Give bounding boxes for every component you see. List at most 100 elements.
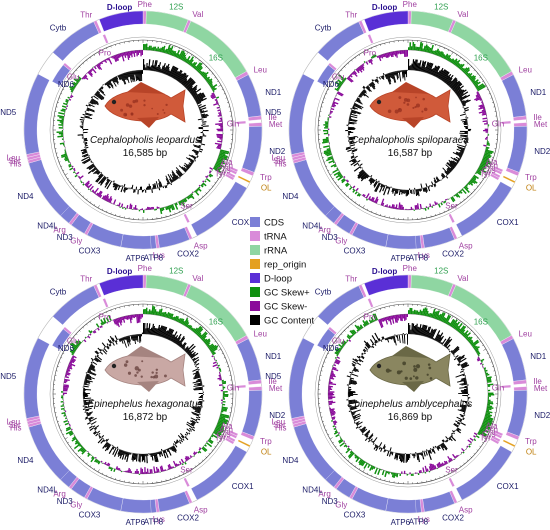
gc-content-bar [192, 92, 197, 97]
feature-label: Glu [332, 73, 344, 82]
gc-skew-negative-bar [149, 469, 152, 474]
gc-skew-positive-bar [222, 388, 224, 390]
gc-skew-positive-bar [468, 181, 474, 186]
gc-content-bar [431, 328, 437, 340]
gc-content-bar [85, 112, 93, 116]
gc-skew-positive-bar [60, 400, 64, 403]
gc-skew-positive-bar [193, 455, 195, 457]
gc-skew-negative-bar [160, 465, 164, 472]
gc-skew-negative-bar [434, 201, 437, 206]
position-tick [371, 474, 373, 477]
gc-skew-positive-bar [186, 59, 190, 64]
position-tick [443, 47, 445, 50]
gc-skew-negative-bar [364, 196, 366, 198]
feature-label: Leu [254, 66, 267, 75]
position-tick [178, 210, 180, 213]
gc-content-bar [158, 451, 161, 457]
gc-skew-positive-bar [176, 53, 180, 59]
gc-content-bar [138, 334, 141, 344]
gc-content-bar [164, 185, 167, 189]
gc-skew-negative-bar [346, 77, 353, 83]
feature-label: Val [192, 10, 203, 19]
gc-content-bar [356, 421, 363, 426]
gc-skew-negative-bar [212, 364, 218, 368]
position-tick [473, 333, 476, 335]
gc-content-bar [81, 123, 84, 125]
gc-content-bar [445, 439, 448, 443]
gc-skew-negative-bar [92, 330, 96, 334]
gc-skew-positive-bar [145, 307, 148, 315]
gc-skew-positive-bar [210, 347, 218, 353]
gc-content-bar [101, 342, 107, 348]
gc-content-bar [186, 434, 189, 436]
gc-content-bar [362, 89, 367, 94]
gc-skew-negative-bar [415, 204, 418, 210]
gc-content-bar [92, 96, 94, 98]
gc-content-bar [197, 368, 200, 371]
inner-ring-edge [49, 36, 237, 224]
gc-skew-positive-bar [487, 398, 490, 400]
gc-skew-positive-bar [58, 124, 64, 126]
position-tick [218, 437, 222, 440]
gc-skew-negative-bar [134, 204, 137, 210]
gc-skew-positive-bar [487, 385, 491, 388]
gc-content-bar [350, 147, 356, 150]
position-tick [202, 62, 204, 65]
gc-content-bar [91, 167, 98, 173]
gc-skew-negative-bar [217, 144, 222, 147]
gc-skew-positive-bar [464, 68, 471, 75]
gc-content-bar [167, 70, 171, 76]
gc-content-bar [458, 359, 462, 363]
gc-content-bar [94, 93, 103, 101]
gc-content-bar [143, 189, 145, 192]
feature-label: ND3 [322, 233, 339, 242]
gc-skew-negative-bar [399, 204, 402, 210]
gc-content-bar [154, 183, 157, 189]
gc-skew-positive-bar [476, 84, 485, 90]
gc-content-bar [459, 95, 467, 100]
feature-label: ND4 [282, 456, 299, 465]
gc-skew-positive-bar [326, 157, 334, 162]
gc-skew-negative-bar [189, 455, 193, 458]
gc-content-bar [456, 416, 463, 421]
gc-skew-positive-bar [432, 50, 436, 55]
gc-skew-negative-bar [145, 471, 148, 474]
gc-content-bar [424, 329, 428, 337]
gc-skew-positive-bar [209, 344, 217, 351]
feature-label: Met [534, 384, 548, 393]
gc-skew-positive-bar [171, 50, 175, 56]
gc-content-bar [93, 169, 99, 175]
gc-skew-positive-bar [487, 141, 489, 143]
gc-content-bar [349, 406, 357, 410]
gc-skew-negative-bar [328, 128, 330, 130]
gc-content-bar [438, 69, 446, 80]
gc-content-bar [129, 71, 133, 80]
gc-skew-negative-bar [211, 96, 217, 100]
gc-skew-positive-bar [354, 324, 360, 331]
gc-skew-negative-bar [219, 117, 223, 120]
gc-skew-positive-bar [75, 439, 79, 443]
gc-content-bar [378, 77, 381, 80]
gc-skew-positive-bar [485, 372, 489, 375]
gc-skew-positive-bar [486, 409, 490, 412]
gc-skew-positive-bar [471, 79, 476, 83]
gc-content-bar [159, 181, 163, 188]
feature-label: Lys [418, 251, 430, 260]
gc-content-bar [80, 126, 84, 128]
position-tick [439, 212, 441, 215]
position-tick [451, 315, 454, 319]
feature-label: Asp [194, 241, 208, 250]
gc-skew-positive-bar [74, 172, 76, 174]
gc-content-bar [191, 407, 201, 411]
gc-content-bar [93, 425, 100, 430]
gc-skew-negative-bar [185, 455, 189, 461]
gc-content-bar [85, 146, 89, 149]
gc-content-bar [117, 75, 121, 81]
gc-skew-negative-bar [417, 203, 420, 210]
gc-content-bar [430, 185, 433, 187]
gc-content-bar [371, 345, 375, 349]
gc-content-bar [87, 370, 97, 376]
gc-content-bar [183, 347, 186, 351]
gc-content-bar [352, 364, 356, 367]
